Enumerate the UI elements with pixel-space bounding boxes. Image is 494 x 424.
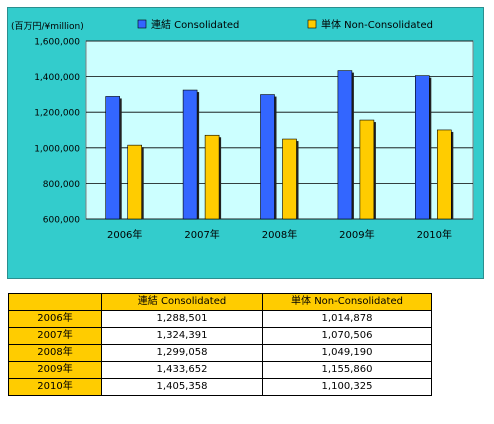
table-row-year: 2010年 [8, 378, 102, 396]
table-cell-non-consolidated: 1,014,878 [262, 310, 432, 328]
chart-panel: 600,000 800,000 1,000,000 1,200,000 1,400,00… [7, 7, 484, 279]
table-cell-consolidated: 1,405,358 [101, 378, 263, 396]
y-tick-label: 600,000 [43, 216, 80, 226]
table-cell-non-consolidated: 1,155,860 [262, 361, 432, 379]
legend-swatch [307, 19, 317, 29]
table-header-corner [8, 293, 102, 311]
table-cell-consolidated: 1,288,501 [101, 310, 263, 328]
bar-non-consolidated [282, 138, 297, 220]
bar-chart: 600,000 800,000 1,000,000 1,200,000 1,400,00… [11, 18, 474, 241]
table-header-non-consolidated: 単体 Non-Consolidated [262, 293, 432, 311]
table-cell-non-consolidated: 1,049,190 [262, 344, 432, 362]
y-tick-label: 1,000,000 [34, 144, 80, 154]
table-row-year: 2006年 [8, 310, 102, 328]
table-row-year: 2008年 [8, 344, 102, 362]
x-tick-label: 2006年 [107, 228, 142, 241]
table-row: 2006年 1,288,501 1,014,878 [8, 310, 432, 328]
legend-swatch [137, 19, 147, 29]
legend-label: 単体 Non-Consolidated [321, 18, 433, 31]
x-tick-label: 2009年 [339, 228, 374, 241]
table-cell-non-consolidated: 1,100,325 [262, 378, 432, 396]
y-tick-label: 1,600,000 [34, 38, 80, 48]
bar-non-consolidated [127, 144, 142, 220]
table-cell-consolidated: 1,299,058 [101, 344, 263, 362]
bar-consolidated [105, 96, 120, 220]
table-row: 2009年 1,433,652 1,155,860 [8, 361, 432, 379]
x-tick-label: 2010年 [417, 228, 452, 241]
legend-label: 連結 Consolidated [151, 18, 239, 31]
table-cell-consolidated: 1,433,652 [101, 361, 263, 379]
data-table: 連結 Consolidated 単体 Non-Consolidated 2006… [8, 293, 432, 396]
bar-consolidated [260, 94, 275, 220]
table-row: 2008年 1,299,058 1,049,190 [8, 344, 432, 362]
table-row-year: 2007年 [8, 327, 102, 345]
y-tick-label: 1,400,000 [34, 73, 80, 83]
bar-consolidated [337, 70, 353, 220]
bar-consolidated [414, 75, 430, 220]
x-tick-label: 2008年 [262, 228, 297, 241]
table-row: 2007年 1,324,391 1,070,506 [8, 327, 432, 345]
table-row: 2010年 1,405,358 1,100,325 [8, 378, 432, 396]
table-cell-consolidated: 1,324,391 [101, 327, 263, 345]
y-tick-label: 1,200,000 [34, 109, 80, 119]
x-tick-label: 2007年 [184, 228, 219, 241]
plot-area [85, 40, 474, 220]
y-tick-label: 800,000 [43, 180, 80, 190]
y-axis-label: (百万円/¥million) [11, 21, 84, 32]
bar-non-consolidated [436, 129, 452, 220]
bar-non-consolidated [204, 134, 220, 220]
bar-consolidated [182, 89, 198, 220]
table-header-row: 連結 Consolidated 単体 Non-Consolidated [8, 293, 432, 311]
table-cell-non-consolidated: 1,070,506 [262, 327, 432, 345]
table-row-year: 2009年 [8, 361, 102, 379]
bar-non-consolidated [359, 119, 375, 220]
table-header-consolidated: 連結 Consolidated [101, 293, 263, 311]
